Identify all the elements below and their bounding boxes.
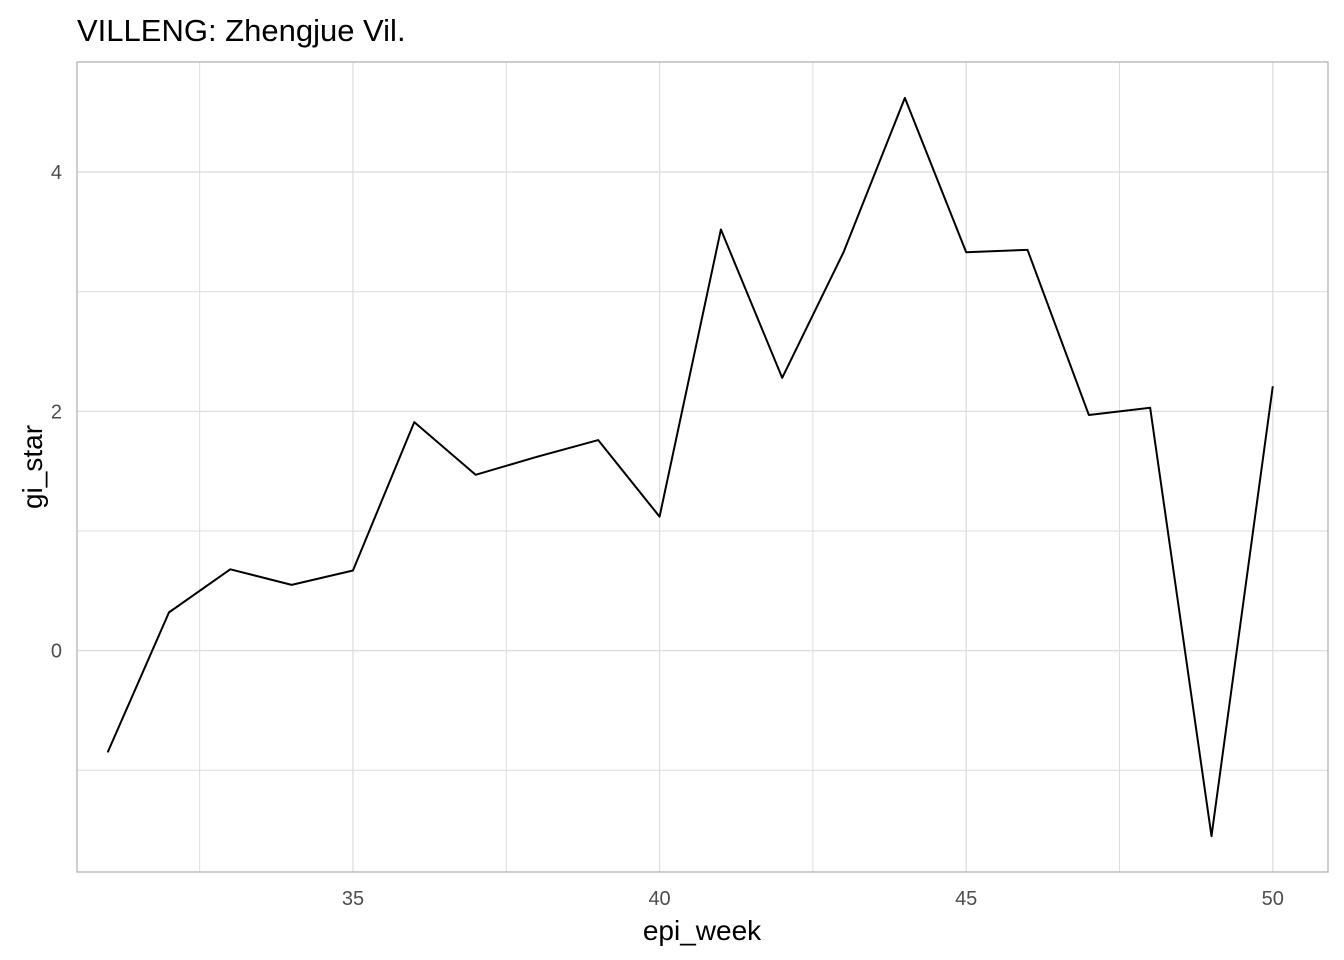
x-tick-label: 40 (648, 888, 670, 910)
x-tick-label: 50 (1262, 888, 1284, 910)
y-tick-label: 4 (51, 162, 62, 184)
x-tick-label: 35 (342, 888, 364, 910)
y-axis-title: gi_star (17, 425, 48, 509)
grid-layer (77, 62, 1328, 872)
x-axis-tick-labels: 35 40 45 50 (342, 888, 1284, 910)
y-tick-label: 0 (51, 641, 62, 663)
series-layer (106, 96, 1274, 838)
y-axis-tick-labels: 0 2 4 (51, 162, 62, 663)
panel-border (76, 61, 1329, 873)
chart-title: VILLENG: Zhengjue Vil. (77, 13, 406, 48)
x-axis-title: epi_week (643, 915, 762, 946)
x-tick-label: 45 (955, 888, 977, 910)
y-tick-label: 2 (51, 401, 62, 423)
series-line (106, 96, 1274, 838)
plot-panel (76, 61, 1329, 873)
